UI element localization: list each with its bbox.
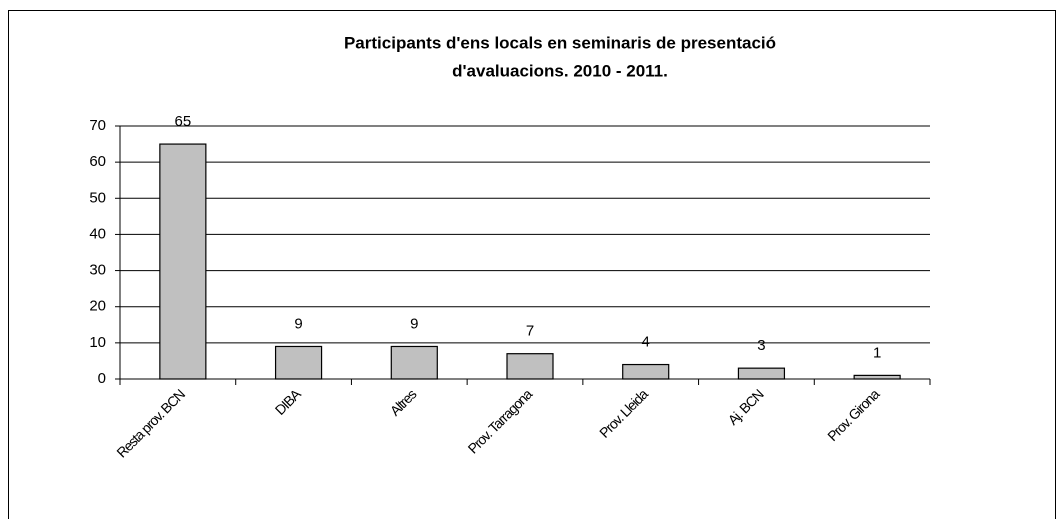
value-label: 65	[175, 113, 192, 130]
bar	[159, 143, 207, 380]
y-tick-label: 0	[98, 370, 106, 387]
y-tick-label: 70	[89, 117, 106, 134]
value-label: 7	[526, 323, 534, 340]
y-tick-label: 10	[89, 334, 106, 351]
chart-title: d'avaluacions. 2010 - 2011.	[452, 61, 668, 80]
y-tick-label: 20	[89, 298, 106, 315]
chart-title: Participants d'ens locals en seminaris d…	[344, 33, 776, 52]
bar	[390, 345, 438, 380]
y-tick-label: 30	[89, 262, 106, 279]
value-label: 1	[873, 344, 881, 361]
value-label: 9	[294, 315, 302, 332]
bar	[274, 345, 323, 380]
y-tick-label: 40	[89, 225, 106, 242]
bar	[622, 363, 670, 380]
y-tick-label: 60	[89, 153, 106, 170]
value-label: 3	[757, 337, 765, 354]
bar	[737, 367, 786, 380]
bar	[506, 353, 554, 380]
value-label: 4	[642, 334, 650, 351]
bar	[853, 374, 901, 380]
value-label: 9	[410, 315, 418, 332]
y-tick-label: 50	[89, 189, 106, 206]
